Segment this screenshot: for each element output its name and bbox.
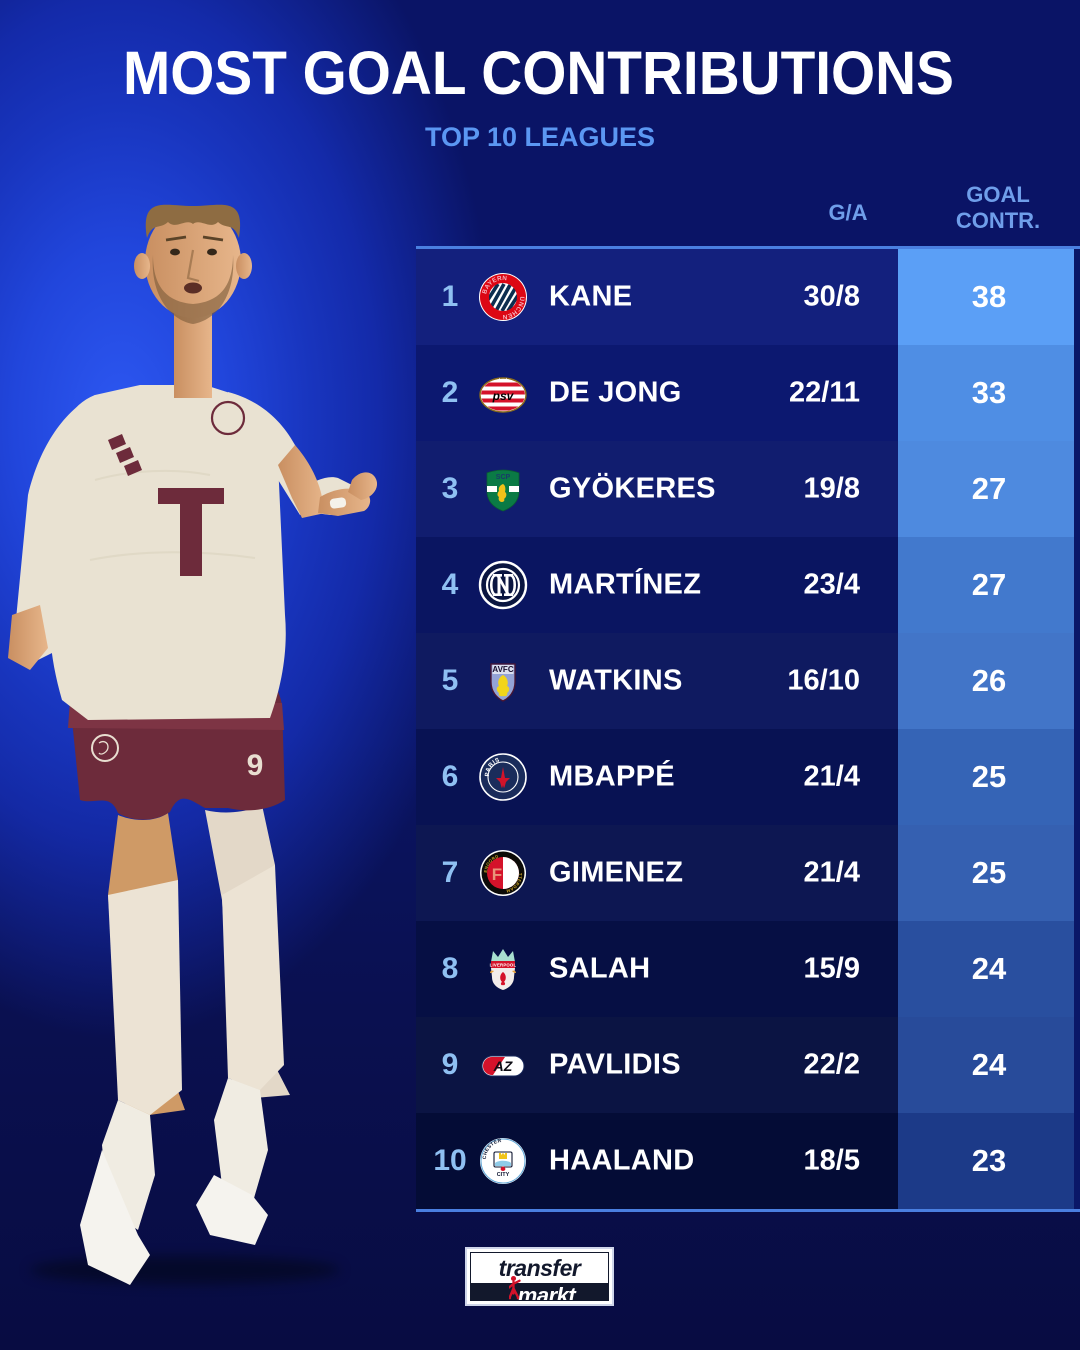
svg-text:9: 9: [247, 749, 264, 782]
svg-text:LIVERPOOL: LIVERPOOL: [490, 963, 517, 968]
svg-text:AZ: AZ: [493, 1058, 513, 1074]
svg-text:SCP: SCP: [496, 474, 511, 481]
svg-text:AVFC: AVFC: [492, 665, 513, 674]
svg-text:CITY: CITY: [497, 1172, 510, 1178]
svg-text:F: F: [492, 865, 502, 884]
svg-text:psv: psv: [492, 389, 515, 403]
